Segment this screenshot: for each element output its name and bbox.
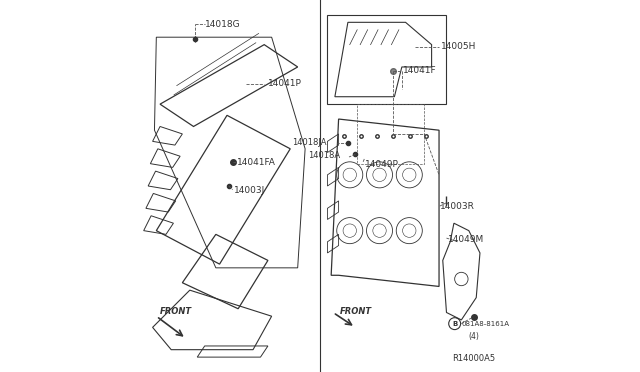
Text: 14041FA: 14041FA [237,158,276,167]
Text: 14003J: 14003J [234,186,265,195]
Text: R14000A5: R14000A5 [452,354,495,363]
Text: 081A8-8161A: 081A8-8161A [461,321,509,327]
Text: FRONT: FRONT [340,307,372,316]
Text: 14049P: 14049P [365,160,399,169]
Text: 14003R: 14003R [440,202,475,211]
Text: 14018A: 14018A [308,151,340,160]
Text: 14041F: 14041F [403,66,436,75]
Text: 14018G: 14018G [205,20,240,29]
Text: 14018JA: 14018JA [292,138,326,147]
Text: 14005H: 14005H [441,42,476,51]
Bar [328,15,447,104]
Text: 14049M: 14049M [448,235,484,244]
Text: (4): (4) [468,332,479,341]
Text: 14041P: 14041P [268,79,302,88]
Text: FRONT: FRONT [160,307,192,316]
Text: B: B [452,321,458,327]
